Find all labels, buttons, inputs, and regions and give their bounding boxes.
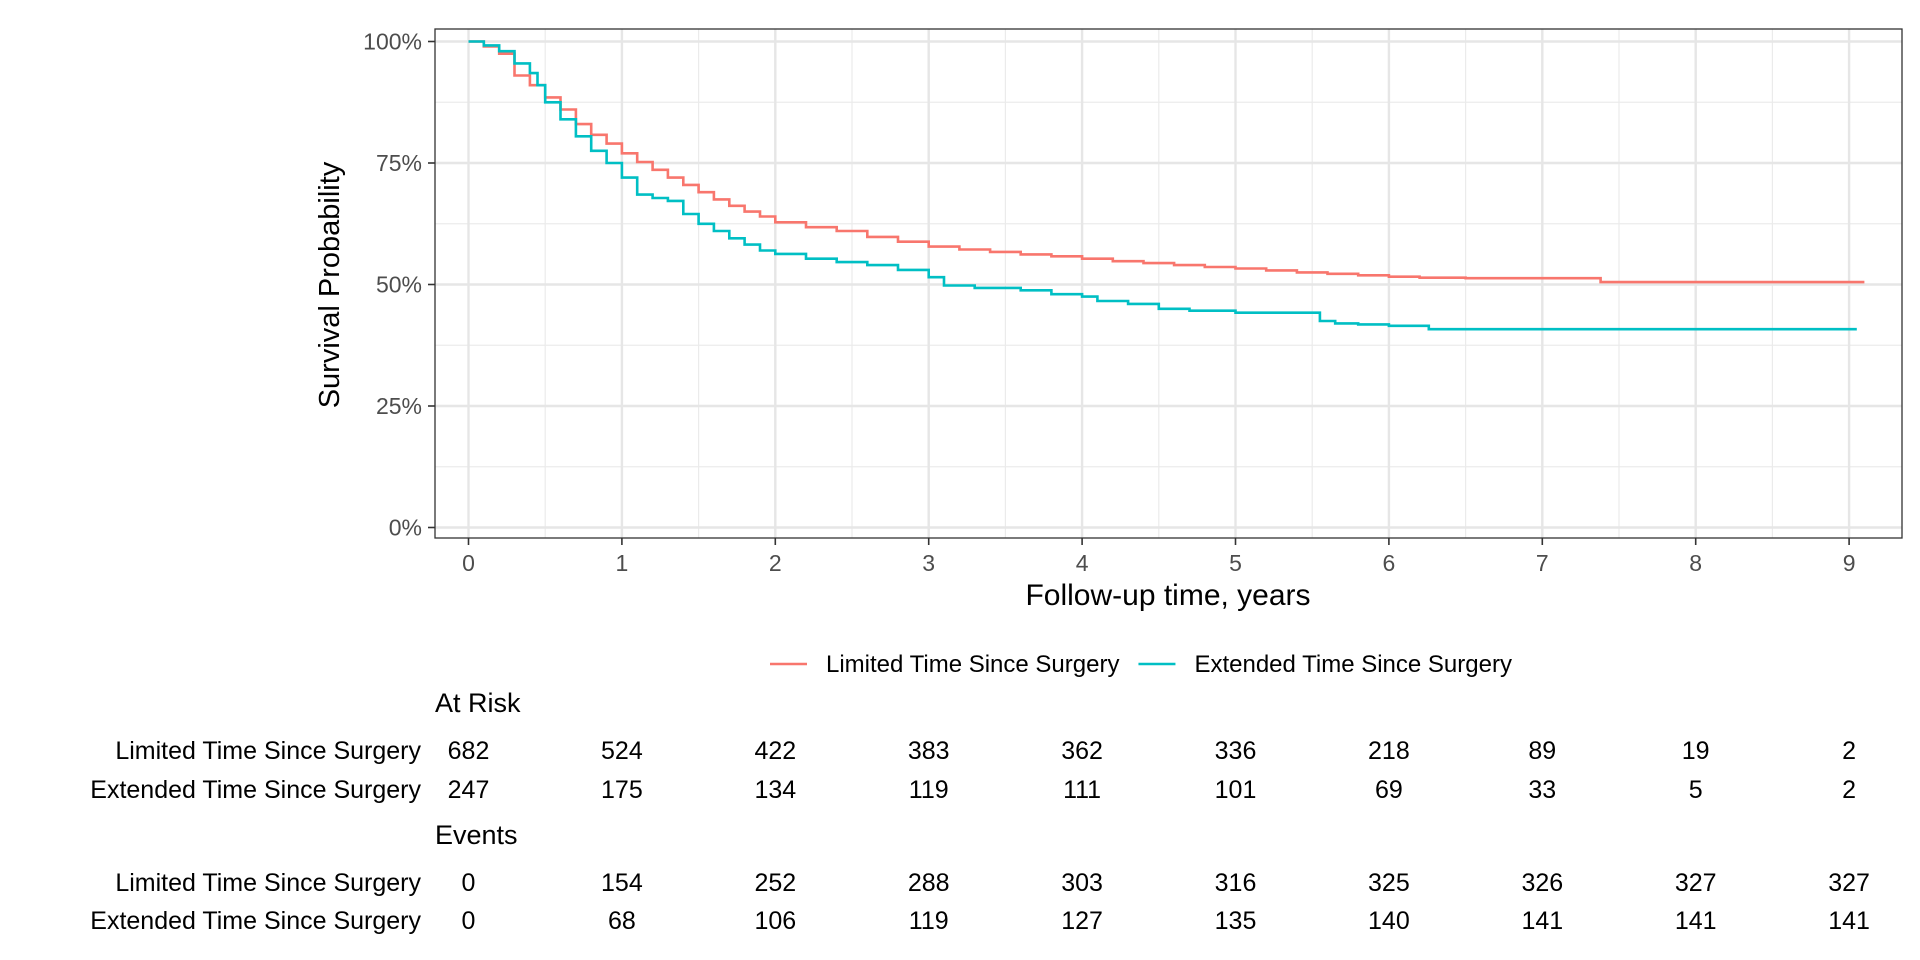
table-cell: 68 — [608, 907, 636, 935]
y-axis: 0% 25% 50% 75% 100% — [363, 29, 435, 541]
table-cell: 89 — [1528, 737, 1556, 765]
table-cell: 2 — [1842, 737, 1856, 765]
table-cell: 326 — [1521, 869, 1563, 897]
x-tick-label: 3 — [922, 550, 935, 576]
table-cell: 111 — [1063, 776, 1101, 804]
table-cell: 106 — [754, 907, 796, 935]
table-row-label: Limited Time Since Surgery — [115, 869, 421, 897]
x-tick-label: 9 — [1843, 550, 1856, 576]
table-cell: 101 — [1215, 776, 1257, 804]
table-cell: 0 — [462, 869, 476, 897]
table-cell: 0 — [462, 907, 476, 935]
table-row-label: Extended Time Since Surgery — [90, 776, 421, 804]
table-title-at-risk: At Risk — [435, 688, 521, 718]
x-tick-label: 2 — [769, 550, 782, 576]
x-tick-label: 6 — [1383, 550, 1396, 576]
y-axis-title: Survival Probability — [314, 161, 346, 408]
x-axis: 0 1 2 3 4 5 6 7 8 9 — [462, 538, 1855, 576]
table-cell: 134 — [754, 776, 796, 804]
table-cell: 218 — [1368, 737, 1410, 765]
y-tick-label: 25% — [376, 393, 422, 419]
series-layer — [468, 40, 1865, 331]
x-tick-label: 1 — [616, 550, 629, 576]
legend-label-extended: Extended Time Since Surgery — [1194, 651, 1512, 678]
table-cell: 140 — [1368, 907, 1410, 935]
table-cell: 154 — [601, 869, 643, 897]
plot-area: 0% 25% 50% 75% 100% 0 1 2 3 4 5 6 7 8 9 — [363, 28, 1903, 576]
table-cell: 175 — [601, 776, 643, 804]
y-tick-label: 100% — [363, 29, 422, 55]
table-cell: 327 — [1675, 869, 1717, 897]
table-cell: 19 — [1682, 737, 1710, 765]
y-tick-label: 50% — [376, 272, 422, 298]
table-cell: 135 — [1215, 907, 1257, 935]
x-tick-label: 8 — [1689, 550, 1702, 576]
table-cell: 316 — [1215, 869, 1257, 897]
plot-border — [434, 28, 1903, 539]
table-cell: 141 — [1521, 907, 1563, 935]
x-axis-title: Follow-up time, years — [1025, 579, 1310, 612]
table-cell: 141 — [1675, 907, 1717, 935]
y-tick-label: 75% — [376, 150, 422, 176]
x-tick-label: 4 — [1076, 550, 1089, 576]
table-cell: 362 — [1061, 737, 1103, 765]
table-cell: 247 — [448, 776, 490, 804]
table-cell: 33 — [1528, 776, 1556, 804]
table-cell: 127 — [1061, 907, 1103, 935]
table-cell: 682 — [448, 737, 490, 765]
table-cell: 119 — [909, 776, 949, 804]
legend: Limited Time Since Surgery Extended Time … — [770, 651, 1512, 678]
series-line-limited — [468, 40, 1865, 284]
x-tick-label: 5 — [1229, 550, 1242, 576]
table-cell: 524 — [601, 737, 643, 765]
y-tick-label: 0% — [389, 515, 422, 541]
table-cell: 252 — [754, 869, 796, 897]
table-cell: 2 — [1842, 776, 1856, 804]
x-tick-label: 0 — [462, 550, 475, 576]
table-cell: 119 — [909, 907, 949, 935]
table-cell: 327 — [1828, 869, 1870, 897]
table-cell: 141 — [1828, 907, 1870, 935]
x-tick-label: 7 — [1536, 550, 1549, 576]
table-cell: 303 — [1061, 869, 1103, 897]
major-gridlines — [435, 29, 1902, 538]
table-title-events: Events — [435, 820, 518, 850]
table-cell: 422 — [754, 737, 796, 765]
table-row-label: Limited Time Since Surgery — [115, 737, 421, 765]
series-line-extended — [468, 40, 1857, 331]
legend-label-limited: Limited Time Since Surgery — [826, 651, 1119, 678]
table-cell: 336 — [1215, 737, 1257, 765]
table-cell: 325 — [1368, 869, 1410, 897]
table-cell: 69 — [1375, 776, 1403, 804]
table-cell: 383 — [908, 737, 950, 765]
table-cell: 5 — [1689, 776, 1703, 804]
table-cell: 288 — [908, 869, 950, 897]
table-row-label: Extended Time Since Surgery — [90, 907, 421, 935]
